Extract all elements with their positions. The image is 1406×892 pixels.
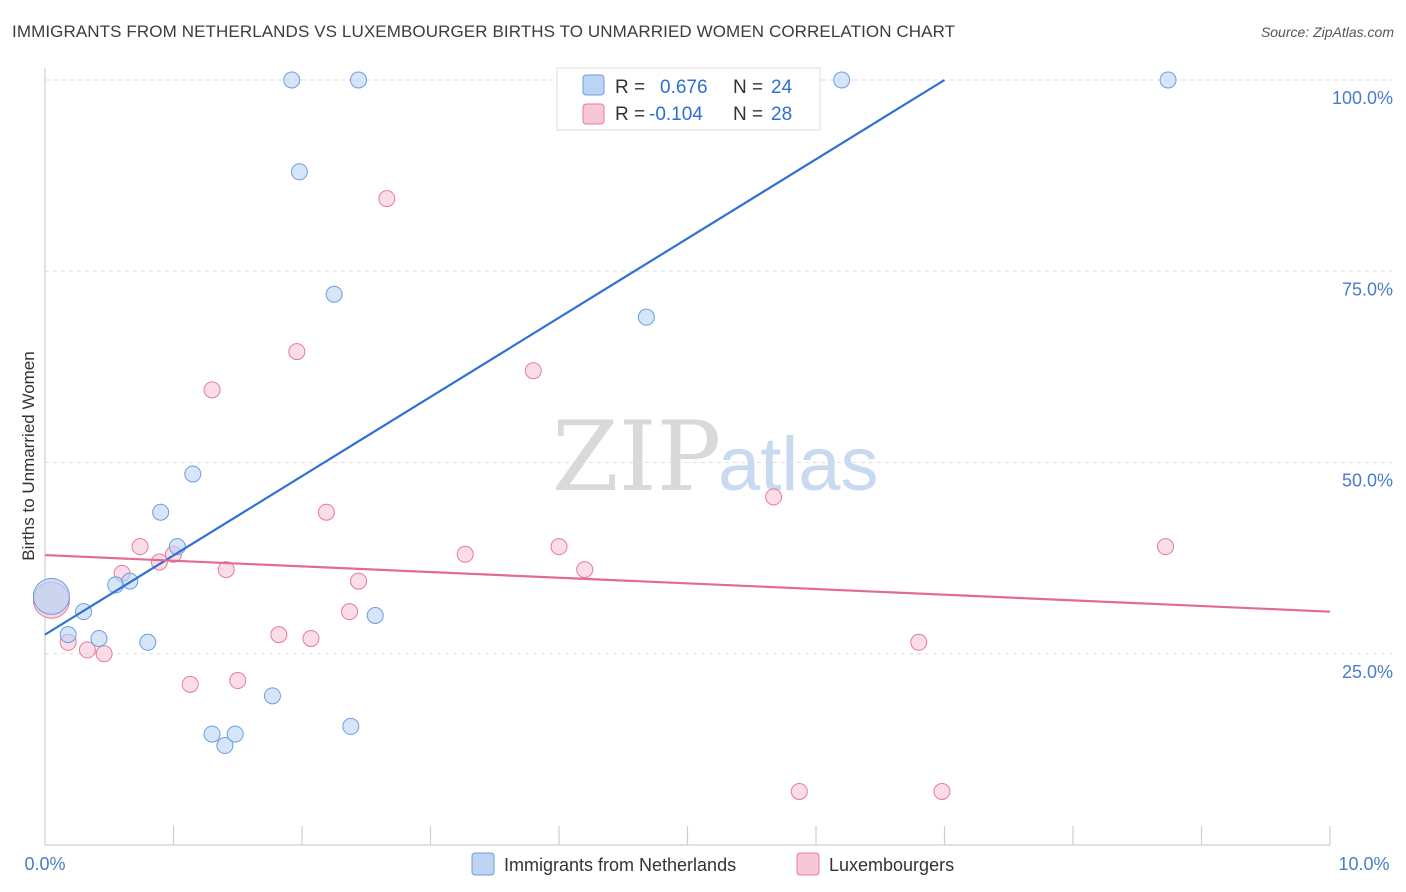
trend-line-luxembourgers — [44, 553, 1331, 613]
legend-swatch-blue — [582, 74, 605, 96]
legend-series: Immigrants from Netherlands Luxembourger… — [471, 852, 954, 876]
luxembourgers-point — [910, 633, 928, 651]
netherlands-point — [90, 629, 108, 647]
luxembourgers-point — [181, 675, 199, 693]
luxembourgers-point — [576, 561, 594, 579]
watermark: ZIP atlas — [552, 401, 879, 513]
luxembourgers-point — [456, 545, 474, 563]
y-tick-label: 50.0% — [1342, 471, 1393, 491]
legend-swatch-pink — [582, 103, 605, 125]
y-tick-label: 25.0% — [1342, 662, 1393, 682]
netherlands-point — [263, 687, 281, 705]
y-tick-label: 100.0% — [1332, 88, 1393, 108]
grid-lines — [45, 79, 1392, 655]
netherlands-point — [637, 308, 655, 326]
legend-n-label-pink: N = — [733, 104, 763, 125]
source-credit: Source: ZipAtlas.com — [1260, 24, 1394, 40]
luxembourgers-point — [131, 538, 149, 556]
luxembourgers-point — [270, 626, 288, 644]
netherlands-point — [216, 737, 234, 755]
legend-r-label-pink: R = — [615, 104, 645, 125]
watermark-atlas: atlas — [718, 422, 879, 507]
y-tick-label: 75.0% — [1342, 279, 1393, 299]
legend-n-value-blue: 24 — [771, 77, 793, 98]
chart-title: IMMIGRANTS FROM NETHERLANDS VS LUXEMBOUR… — [12, 22, 956, 41]
netherlands-point — [184, 465, 202, 483]
netherlands-point — [833, 71, 851, 89]
legend-r-label-blue: R = — [615, 77, 645, 98]
netherlands-point — [59, 626, 77, 644]
netherlands-point — [283, 71, 301, 89]
netherlands-point — [1159, 71, 1177, 89]
legend-r-value-pink: -0.104 — [649, 104, 703, 125]
netherlands-point — [32, 577, 70, 615]
luxembourgers-point — [790, 782, 808, 800]
luxembourgers-point — [378, 190, 396, 208]
luxembourgers-point — [341, 603, 359, 621]
x-tick-label-max: 10.0% — [1338, 854, 1389, 874]
luxembourgers-point — [933, 782, 951, 800]
luxembourgers-point — [229, 672, 247, 690]
luxembourgers-point — [302, 629, 320, 647]
netherlands-point — [325, 285, 343, 303]
netherlands-point — [350, 71, 368, 89]
netherlands-point — [342, 717, 360, 735]
legend-stats: R = 0.676 N = 24 R = -0.104 N = 28 — [556, 67, 821, 131]
netherlands-point — [139, 633, 157, 651]
luxembourgers-point — [765, 488, 783, 506]
y-axis-label: Births to Unmarried Women — [19, 351, 38, 560]
luxembourgers-point — [317, 503, 335, 521]
luxembourgers-point — [78, 641, 96, 659]
luxembourgers-point — [217, 561, 235, 579]
netherlands-point — [226, 725, 244, 743]
luxembourgers-point — [550, 538, 568, 556]
netherlands-point — [366, 607, 384, 624]
legend-n-value-pink: 28 — [771, 104, 792, 125]
legend-n-label-blue: N = — [733, 77, 763, 98]
luxembourgers-point — [288, 343, 306, 361]
luxembourgers-point — [524, 362, 542, 380]
trend-line-netherlands — [44, 79, 946, 636]
x-tick-label-min: 0.0% — [24, 854, 65, 874]
netherlands-point — [290, 163, 308, 181]
luxembourgers-point — [203, 381, 221, 399]
x-tick-marks — [172, 826, 1331, 845]
luxembourgers-point — [350, 572, 368, 590]
legend-bottom-label-luxembourgers: Luxembourgers — [829, 855, 954, 875]
legend-bottom-swatch-pink — [796, 852, 820, 876]
y-tick-labels: 100.0% 75.0% 50.0% 25.0% — [1332, 88, 1393, 682]
legend-bottom-label-netherlands: Immigrants from Netherlands — [504, 855, 736, 875]
luxembourgers-point — [95, 645, 113, 663]
watermark-zip: ZIP — [552, 401, 721, 513]
luxembourgers-point — [1157, 538, 1175, 556]
legend-r-value-blue: 0.676 — [660, 77, 708, 98]
netherlands-point — [152, 503, 170, 521]
netherlands-point — [203, 725, 221, 743]
legend-bottom-swatch-blue — [471, 852, 495, 876]
